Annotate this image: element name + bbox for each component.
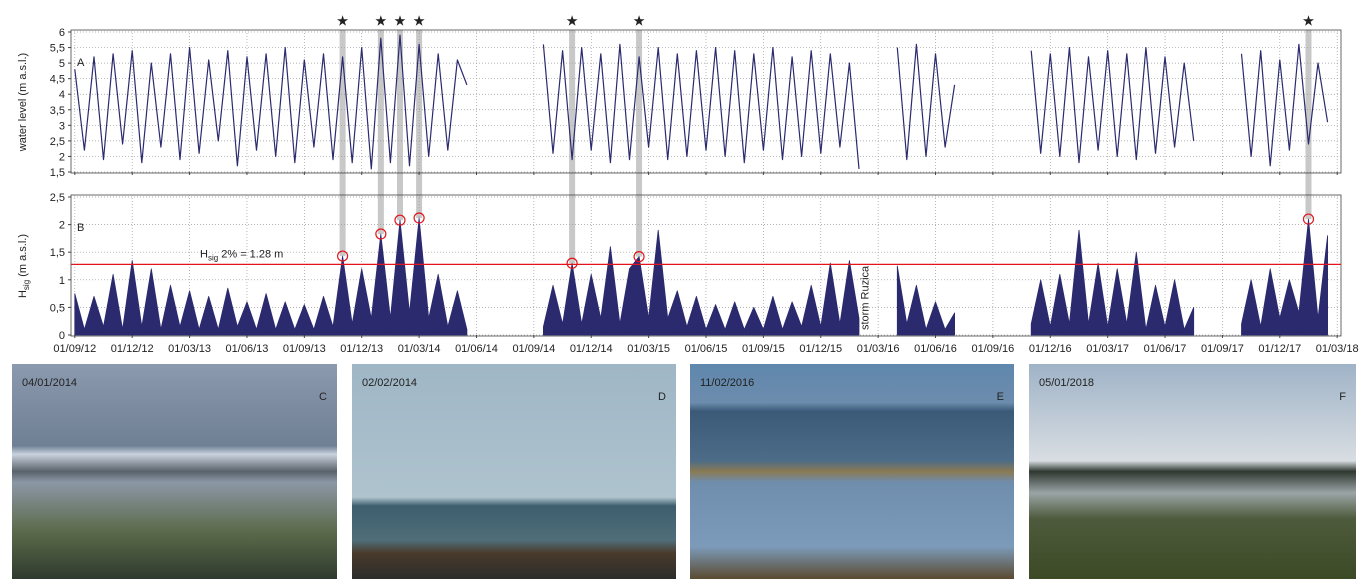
y-tick-label: 5,5 [50,43,65,55]
y-tick-label: 2 [59,151,65,163]
photo-letter: C [319,391,327,403]
photo [1029,364,1356,579]
storm-peak [633,251,645,263]
storm-star [337,15,349,26]
photo-letter: D [658,391,666,403]
x-tick-label: 01/12/14 [570,343,613,355]
storm-star [566,15,578,26]
panel-label: B [77,222,84,234]
x-tick-label: 01/06/16 [914,343,957,355]
photo-date: 04/01/2014 [22,377,77,389]
storm-band [377,30,384,234]
x-tick-label: 01/12/12 [111,343,154,355]
storm-star [633,15,645,26]
y-tick-label: 3 [59,120,65,132]
storm-star [375,15,387,26]
photo-date: 02/02/2014 [362,377,417,389]
storm-star [394,15,406,26]
label-rest: 2% = 1.28 m [218,248,283,260]
x-tick-label: 01/12/13 [340,343,383,355]
x-tick-label: 01/03/13 [168,343,211,355]
y-tick-label: 1 [59,275,65,287]
storm-peak [336,250,349,262]
label-sub: sig [22,280,31,290]
label-rest: (m a.s.l.) [17,234,29,280]
storm-star [413,15,425,26]
water-level-line [74,34,1329,170]
x-tick-label: 01/03/14 [398,343,441,355]
label-sub: sig [208,253,218,262]
y-tick-label: 2 [59,220,65,232]
y-tick-label: 2,5 [50,136,65,148]
x-tick-label: 01/03/18 [1316,343,1359,355]
x-tick-label: 01/06/13 [226,343,269,355]
panel-label: A [77,57,85,69]
storm-star [1303,15,1314,26]
storm-peak [375,228,387,240]
y-axis-label: Hsig (m a.s.l.) [17,234,31,298]
hsig-area [74,217,1328,336]
y-tick-label: 4 [59,89,65,101]
storm-band [339,30,346,257]
x-tick-label: 01/09/16 [971,343,1014,355]
storm-peak [566,257,578,269]
threshold-label: Hsig 2% = 1.28 m [200,248,283,262]
y-tick-label: 0,5 [50,302,65,314]
x-tick-label: 01/09/17 [1201,343,1244,355]
x-tick-label: 01/06/15 [685,343,728,355]
photo-date: 11/02/2016 [700,377,754,389]
label-main: H [200,248,208,260]
storm-band [1305,30,1312,220]
photo-date: 05/01/2018 [1039,377,1094,389]
x-tick-label: 01/12/17 [1258,343,1301,355]
storm-band [636,30,643,257]
x-tick-label: 01/09/14 [512,343,555,355]
x-tick-label: 01/12/15 [799,343,842,355]
y-axis-label: water level (m a.s.l.) [17,53,29,152]
x-tick-label: 01/03/16 [857,343,900,355]
y-tick-label: 0 [59,330,65,342]
x-tick-label: 01/03/17 [1086,343,1129,355]
storm-band [569,30,576,264]
x-tick-label: 01/03/15 [627,343,670,355]
y-tick-label: 1,5 [50,167,65,179]
photo [12,364,337,579]
y-tick-label: 3,5 [50,105,65,117]
storm-peak [394,214,406,226]
photo-letter: E [997,391,1004,403]
storm-band [396,30,403,221]
x-tick-label: 01/09/15 [742,343,785,355]
label-main: H [17,290,29,298]
y-tick-label: 4,5 [50,74,65,86]
annotation: storm Ruzica [860,265,872,330]
photo-letter: F [1339,391,1346,403]
y-tick-label: 1,5 [50,247,65,259]
x-tick-label: 01/06/17 [1144,343,1187,355]
y-tick-label: 2,5 [50,192,65,204]
y-tick-label: 5 [59,58,65,70]
photo [690,364,1014,579]
y-tick-label: 6 [59,27,65,39]
x-tick-label: 01/06/14 [455,343,498,355]
photo-row: 04/01/2014 C 02/02/2014 D 11/02/2016 E 05/01/2… [12,364,1356,579]
storm-peak [1302,213,1315,225]
x-tick-label: 01/09/12 [53,343,96,355]
storm-peak [413,212,425,224]
photo [352,364,676,579]
x-tick-label: 01/12/16 [1029,343,1072,355]
x-tick-label: 01/09/13 [283,343,326,355]
